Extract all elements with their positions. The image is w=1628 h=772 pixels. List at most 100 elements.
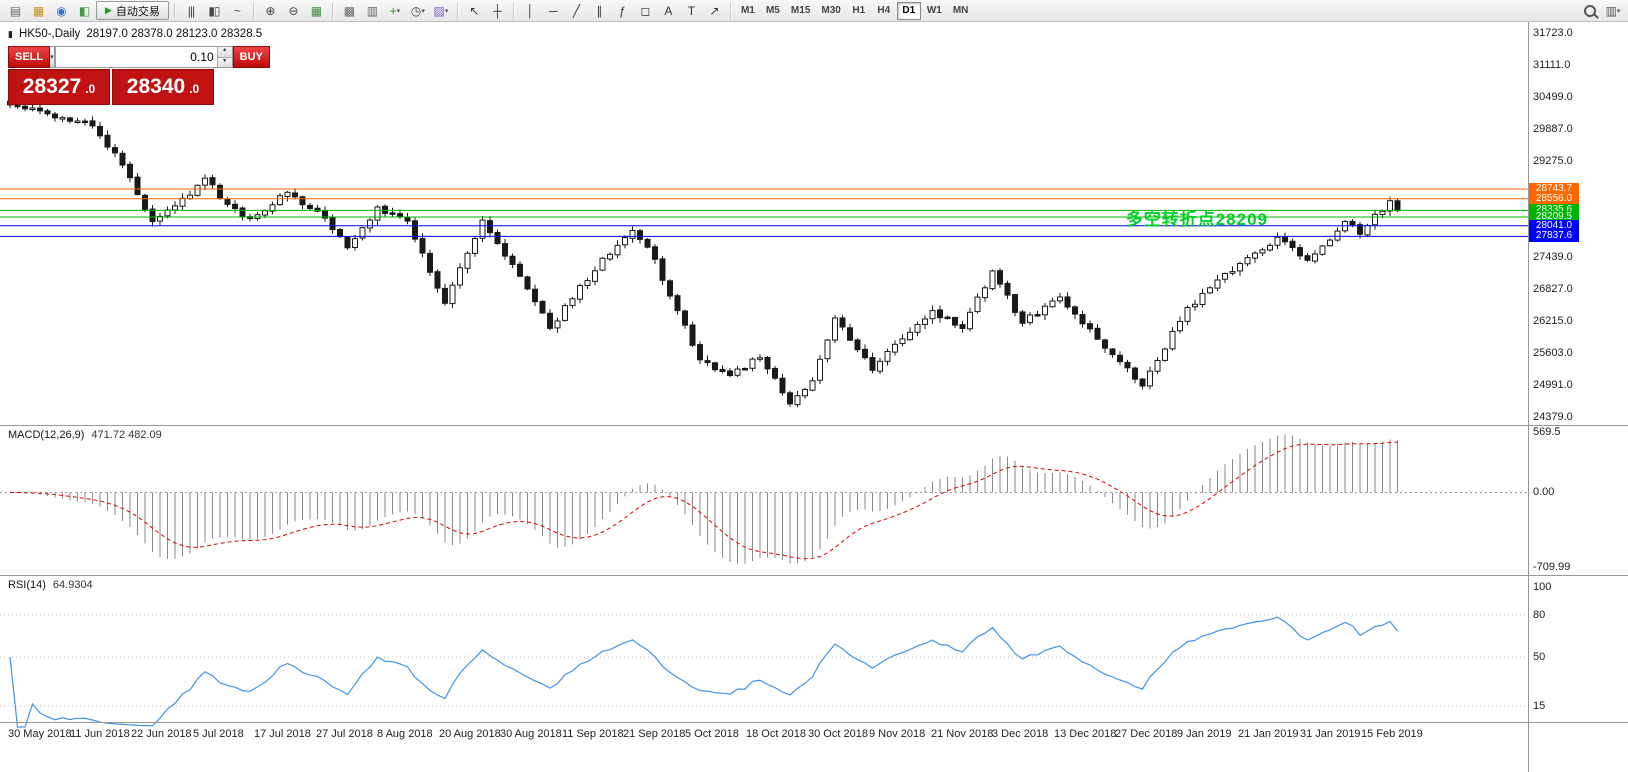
price-axis-label: 24379.0 <box>1533 411 1573 423</box>
volume-up-button[interactable]: ▴ <box>217 47 232 57</box>
order-options-dropdown[interactable]: ▾ <box>50 46 55 68</box>
channel-icon[interactable]: ∥ <box>596 3 602 18</box>
cursor-icon[interactable]: ↖ <box>469 3 479 18</box>
date-label: 3 Dec 2018 <box>992 728 1049 740</box>
cascade-windows-icon[interactable]: ▩ <box>343 3 355 18</box>
annotation-text: 多空转折点28209 <box>1125 210 1268 229</box>
templates-icon[interactable]: ▨ ▾ <box>433 3 449 18</box>
dropdown-caret[interactable]: ▾ <box>396 7 401 15</box>
rsi-line <box>9 616 1398 728</box>
timeframe-D1[interactable]: D1 <box>896 1 921 20</box>
toolbar-separator <box>173 3 175 18</box>
new-chart-icon[interactable]: ▦ <box>32 3 44 18</box>
sell-button[interactable]: SELL <box>8 46 51 68</box>
price-axis-label: 27439.0 <box>1533 251 1573 263</box>
date-label: 18 Oct 2018 <box>746 728 806 740</box>
price-tag-28041.0: 28041.0 <box>1529 220 1579 232</box>
zoom-out-icon[interactable]: ⊖ <box>288 3 298 18</box>
chart-shift-icon[interactable]: ▥ ▾ <box>1605 3 1621 18</box>
timeframe-H4[interactable]: H4 <box>872 2 896 20</box>
buy-price-frac: .0 <box>189 82 200 96</box>
volume-down-button[interactable]: ▾ <box>217 56 232 67</box>
sell-price-main: 28327 <box>22 75 82 98</box>
price-axis-divider[interactable] <box>1528 22 1529 772</box>
chart-title: ▮ HK50-,Daily 28197.0 28378.0 28123.0 28… <box>8 28 262 40</box>
profiles-icon[interactable]: ◉ <box>56 3 67 18</box>
autotrading-label: 自动交易 <box>115 5 160 18</box>
candlestick-chart-icon[interactable]: ▮▯ <box>208 3 220 18</box>
price-axis-label: 26215.0 <box>1533 315 1573 327</box>
crosshair-icon[interactable]: ┼ <box>493 3 501 18</box>
price-axis-label: 29887.0 <box>1533 123 1573 135</box>
macd-axis-label: 0.00 <box>1533 486 1555 498</box>
macd-axis-label: 569.5 <box>1533 426 1561 438</box>
toolbar-separator <box>252 3 254 18</box>
buy-price[interactable]: 28340 .0 <box>112 69 214 105</box>
price-axis-label: 29275.0 <box>1533 155 1573 167</box>
price-tag-28556.0: 28556.0 <box>1529 193 1579 205</box>
date-label: 5 Oct 2018 <box>685 728 739 740</box>
horizontal-line-icon[interactable]: ─ <box>549 3 557 18</box>
dropdown-caret[interactable]: ▾ <box>444 7 449 15</box>
menu-icon[interactable]: ▤ <box>9 3 21 18</box>
macd-axis-label: -709.99 <box>1533 561 1571 573</box>
sell-price[interactable]: 28327 .0 <box>8 69 110 105</box>
candlestick-series <box>7 99 1401 407</box>
arrows-icon[interactable]: ↗ <box>709 3 719 18</box>
rsi-axis-label: 50 <box>1533 651 1546 663</box>
timeframe-M5[interactable]: M5 <box>761 2 785 20</box>
price-tag-28743.7: 28743.7 <box>1529 183 1579 195</box>
tile-windows-icon[interactable]: ▦ <box>310 3 322 18</box>
chart-canvas[interactable] <box>0 22 1628 772</box>
date-label: 13 Dec 2018 <box>1054 728 1117 740</box>
date-label: 17 Jul 2018 <box>254 728 311 740</box>
price-axis-label: 31723.0 <box>1533 27 1573 39</box>
buy-button[interactable]: BUY <box>232 46 270 68</box>
periods-icon[interactable]: ◷ ▾ <box>410 3 425 18</box>
indicators-icon[interactable]: + ▾ <box>389 3 401 18</box>
price-axis-label: 25603.0 <box>1533 347 1573 359</box>
line-chart-icon[interactable]: ~ <box>233 3 241 18</box>
rsi-indicator <box>0 614 1528 728</box>
zoom-in-icon[interactable]: ⊕ <box>265 3 275 18</box>
autotrading-button[interactable]: ▶ 自动交易 <box>96 1 169 20</box>
date-label: 31 Jan 2019 <box>1300 728 1361 740</box>
trendline-icon[interactable]: ╱ <box>572 3 580 18</box>
volume-input[interactable] <box>55 47 217 67</box>
pane-divider-rsi[interactable] <box>0 575 1628 576</box>
one-click-trading-panel: SELL ▾ ▴ ▾ BUY 28327 .0 28340 .0 <box>8 46 270 105</box>
pane-divider-macd[interactable] <box>0 425 1628 426</box>
vertical-line-icon[interactable]: │ <box>526 3 534 18</box>
bar-chart-icon[interactable]: ||| <box>187 3 195 18</box>
date-label: 9 Nov 2018 <box>869 728 926 740</box>
volume-field: ▴ ▾ <box>54 46 233 68</box>
timeframe-MN[interactable]: MN <box>948 2 974 20</box>
fibonacci-icon[interactable]: ƒ <box>619 3 626 18</box>
dropdown-caret[interactable]: ▾ <box>1616 7 1621 15</box>
sell-price-frac: .0 <box>85 82 96 96</box>
data-window-icon[interactable]: ◧ <box>78 3 90 18</box>
date-label: 27 Jul 2018 <box>316 728 373 740</box>
macd-indicator <box>0 434 1528 564</box>
timeframe-M1[interactable]: M1 <box>736 2 760 20</box>
time-axis-divider <box>0 722 1628 723</box>
date-label: 9 Jan 2019 <box>1177 728 1232 740</box>
date-label: 15 Feb 2019 <box>1361 728 1423 740</box>
timeframe-W1[interactable]: W1 <box>922 2 947 20</box>
macd-values: 471.72 482.09 <box>91 429 162 441</box>
timeframe-H1[interactable]: H1 <box>847 2 871 20</box>
buy-price-main: 28340 <box>126 75 186 98</box>
timeframe-M15[interactable]: M15 <box>786 2 815 20</box>
dropdown-caret[interactable]: ▾ <box>421 7 425 15</box>
search-icon[interactable] <box>1579 1 1601 21</box>
label-icon[interactable]: T <box>687 3 695 18</box>
price-axis-label: 31111.0 <box>1533 59 1571 71</box>
text-icon[interactable]: A <box>664 3 672 18</box>
date-label: 8 Aug 2018 <box>377 728 433 740</box>
arrange-windows-icon[interactable]: ▥ <box>366 3 378 18</box>
date-label: 11 Sep 2018 <box>562 728 624 740</box>
date-label: 21 Jan 2019 <box>1238 728 1299 740</box>
shapes-icon[interactable]: ◻ <box>640 3 650 18</box>
rsi-axis-label: 80 <box>1533 609 1546 621</box>
timeframe-M30[interactable]: M30 <box>816 2 845 20</box>
